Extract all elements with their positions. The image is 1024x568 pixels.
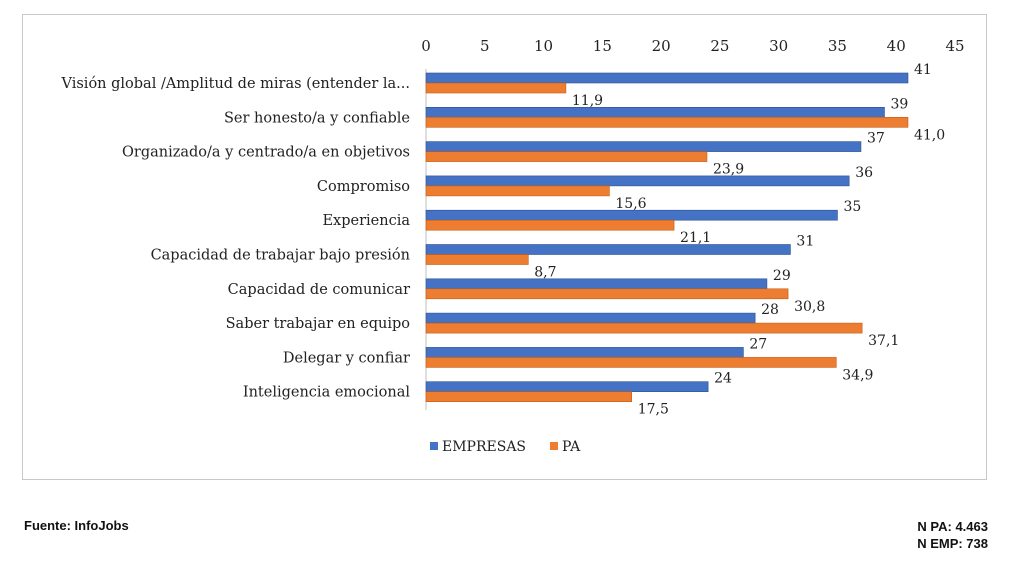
category-label: Delegar y confiar — [283, 350, 410, 366]
bar-pa — [425, 357, 837, 368]
data-label-pa: 34,9 — [842, 367, 873, 383]
x-tick-label: 20 — [652, 37, 671, 55]
category-label: Experiencia — [322, 213, 410, 229]
category-label: Compromiso — [317, 179, 410, 195]
bar-chart: 0 5 10 15 20 25 30 35 40 45 Visión global /Amplitu… — [61, 37, 965, 455]
legend-label-pa: PA — [562, 439, 581, 455]
legend-swatch-pa — [550, 442, 558, 450]
data-label-pa: 8,7 — [534, 265, 556, 281]
x-tick-label: 5 — [480, 37, 490, 55]
chart-frame: 0 5 10 15 20 25 30 35 40 45 Visión global /Amplitu… — [22, 14, 987, 480]
x-tick-label: 45 — [945, 37, 964, 55]
bar-pa — [425, 254, 529, 265]
sample-size-empresas: N EMP: 738 — [917, 536, 988, 551]
category-label: Visión global /Amplitud de miras (entend… — [61, 76, 410, 92]
x-tick-label: 25 — [710, 37, 729, 55]
data-label-empresas: 35 — [843, 199, 861, 215]
bar-pa — [425, 151, 708, 162]
category-label: Inteligencia emocional — [243, 385, 410, 401]
data-label-empresas: 37 — [867, 131, 885, 147]
category-label: Saber trabajar en equipo — [226, 316, 410, 332]
bar-empresas — [425, 278, 768, 290]
x-tick-label: 40 — [887, 37, 906, 55]
category-label: Capacidad de comunicar — [228, 282, 410, 298]
bar-empresas — [425, 312, 756, 324]
bar-pa — [425, 288, 789, 300]
legend-label-empresas: EMPRESAS — [442, 439, 526, 455]
x-tick-label: 30 — [769, 37, 788, 55]
sample-size-pa: N PA: 4.463 — [917, 519, 988, 534]
legend-swatch-empresas — [430, 442, 438, 450]
bar-pa — [425, 322, 863, 334]
data-label-empresas: 27 — [749, 336, 767, 352]
data-label-pa: 37,1 — [868, 333, 899, 349]
bar-empresas — [425, 209, 838, 221]
bar-pa — [425, 82, 567, 94]
category-label: Organizado/a y centrado/a en objetivos — [122, 145, 410, 161]
category-label: Ser honesto/a y confiable — [224, 110, 410, 126]
data-label-pa: 15,6 — [615, 196, 646, 212]
data-label-pa: 30,8 — [794, 299, 825, 315]
data-label-empresas: 39 — [890, 96, 908, 112]
data-label-empresas: 29 — [773, 268, 791, 284]
bar-pa — [425, 185, 610, 197]
data-label-empresas: 24 — [714, 371, 732, 387]
data-label-pa: 11,9 — [572, 93, 603, 109]
bar-empresas — [425, 107, 885, 118]
x-tick-label: 15 — [593, 37, 612, 55]
data-label-pa: 41,0 — [914, 127, 945, 143]
source-note: Fuente: InfoJobs — [24, 518, 129, 533]
x-tick-label: 35 — [828, 37, 847, 55]
data-label-pa: 21,1 — [680, 230, 711, 246]
bar-pa — [425, 391, 633, 403]
data-label-pa: 17,5 — [638, 402, 669, 418]
bar-empresas — [425, 72, 909, 84]
bar-empresas — [425, 381, 709, 393]
bar-empresas — [425, 244, 791, 255]
bar-empresas — [425, 175, 850, 187]
x-tick-label: 10 — [534, 37, 553, 55]
sample-size-notes: N PA: 4.463 N EMP: 738 — [917, 518, 988, 552]
bar-empresas — [425, 141, 862, 152]
data-label-empresas: 36 — [855, 165, 873, 181]
data-label-pa: 23,9 — [713, 162, 744, 178]
bar-empresas — [425, 347, 744, 358]
data-label-empresas: 28 — [761, 302, 779, 318]
x-tick-label: 0 — [421, 37, 431, 55]
bar-pa — [425, 219, 675, 231]
category-label: Capacidad de trabajar bajo presión — [151, 248, 410, 264]
data-label-empresas: 31 — [796, 234, 814, 250]
data-label-empresas: 41 — [914, 62, 932, 78]
bar-pa — [425, 117, 909, 128]
